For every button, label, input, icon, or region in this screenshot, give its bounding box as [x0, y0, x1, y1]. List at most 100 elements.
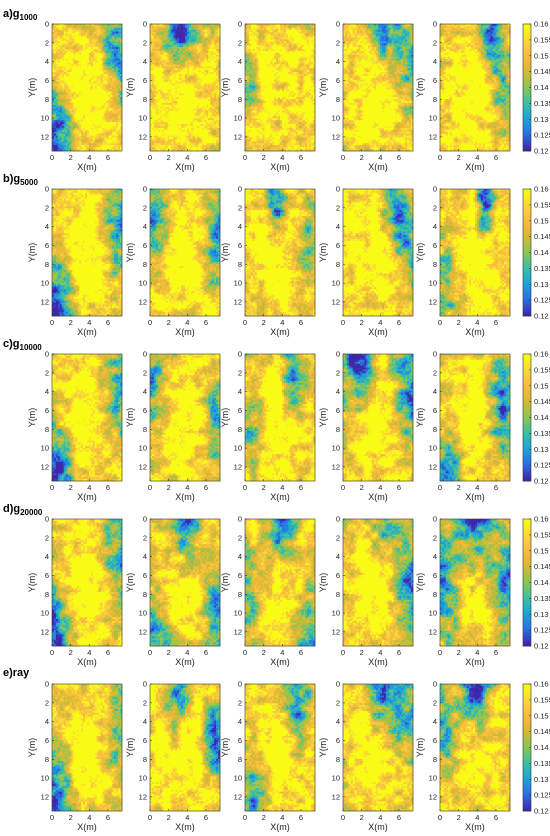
- x-tick-label: 2: [167, 318, 171, 327]
- x-tick-label: 2: [69, 153, 73, 162]
- y-tick-label: 4: [143, 57, 147, 66]
- y-tick-label: 4: [45, 552, 49, 561]
- colorbar-tick-label: 0.125: [534, 461, 550, 470]
- y-axis-label: Y(m): [220, 78, 230, 98]
- y-tick-label: 2: [336, 698, 340, 707]
- y-tick-label: 2: [143, 698, 147, 707]
- y-tick-label: 2: [238, 38, 242, 47]
- colorbar-tick-label: 0.145: [534, 727, 550, 736]
- x-axis-label: X(m): [368, 492, 388, 502]
- y-tick-label: 6: [238, 241, 242, 250]
- x-tick-label: 2: [457, 483, 461, 492]
- x-tick-label: 4: [185, 648, 189, 657]
- y-tick-label: 6: [143, 736, 147, 745]
- x-tick-label: 2: [360, 813, 364, 822]
- y-axis-label: Y(m): [125, 738, 135, 758]
- x-tick-label: 6: [397, 483, 401, 492]
- y-tick-label: 0: [238, 350, 242, 359]
- y-axis-label: Y(m): [415, 243, 425, 263]
- y-tick-label: 4: [238, 717, 242, 726]
- x-tick-label: 2: [262, 813, 266, 822]
- y-tick-label: 2: [45, 38, 49, 47]
- y-tick-label: 6: [238, 571, 242, 580]
- y-tick-label: 6: [238, 736, 242, 745]
- colorbar-tick-label: 0.145: [534, 67, 550, 76]
- x-tick-label: 2: [167, 153, 171, 162]
- y-tick-label: 10: [41, 114, 49, 123]
- colorbar-tick-label: 0.14: [534, 413, 549, 422]
- y-tick-label: 0: [45, 20, 49, 29]
- x-axis-label: X(m): [465, 657, 485, 667]
- y-tick-label: 4: [336, 387, 340, 396]
- y-tick-label: 0: [336, 680, 340, 689]
- x-tick-label: 0: [438, 153, 442, 162]
- y-tick-label: 8: [45, 260, 49, 269]
- y-axis-label: Y(m): [415, 738, 425, 758]
- x-tick-label: 6: [397, 813, 401, 822]
- colorbar-tick-label: 0.15: [534, 546, 549, 555]
- x-tick-label: 6: [494, 648, 498, 657]
- y-tick-label: 6: [143, 571, 147, 580]
- y-tick-label: 0: [433, 515, 437, 524]
- y-tick-label: 4: [433, 57, 437, 66]
- y-tick-label: 0: [433, 350, 437, 359]
- x-tick-label: 0: [50, 813, 54, 822]
- x-tick-label: 6: [204, 483, 208, 492]
- x-tick-label: 0: [438, 648, 442, 657]
- x-axis-label: X(m): [175, 162, 195, 172]
- x-axis-label: X(m): [270, 657, 290, 667]
- y-tick-label: 2: [336, 368, 340, 377]
- y-axis-label: Y(m): [125, 408, 135, 428]
- x-axis-label: X(m): [368, 657, 388, 667]
- y-tick-label: 10: [234, 444, 242, 453]
- y-tick-label: 6: [336, 76, 340, 85]
- y-tick-label: 0: [336, 515, 340, 524]
- x-tick-label: 0: [148, 813, 152, 822]
- y-tick-label: 6: [45, 736, 49, 745]
- y-tick-label: 0: [238, 515, 242, 524]
- x-tick-label: 0: [50, 483, 54, 492]
- x-axis-label: X(m): [465, 492, 485, 502]
- y-tick-label: 10: [139, 114, 147, 123]
- colorbar-tick-label: 0.125: [534, 296, 550, 305]
- colorbar-tick-label: 0.125: [534, 626, 550, 635]
- x-tick-label: 0: [341, 648, 345, 657]
- y-tick-label: 4: [238, 222, 242, 231]
- y-tick-label: 12: [139, 132, 147, 141]
- y-tick-label: 10: [332, 444, 340, 453]
- y-axis-label: Y(m): [125, 78, 135, 98]
- x-tick-label: 2: [69, 483, 73, 492]
- x-tick-label: 4: [475, 648, 479, 657]
- colorbar-tick-label: 0.13: [534, 775, 549, 784]
- y-tick-label: 4: [143, 222, 147, 231]
- y-tick-label: 8: [433, 590, 437, 599]
- x-tick-label: 2: [457, 153, 461, 162]
- y-tick-label: 6: [336, 736, 340, 745]
- y-tick-label: 2: [238, 533, 242, 542]
- colorbar-tick-label: 0.16: [534, 185, 549, 194]
- y-tick-label: 2: [433, 698, 437, 707]
- y-tick-label: 6: [433, 571, 437, 580]
- y-tick-label: 8: [238, 95, 242, 104]
- y-tick-label: 6: [336, 571, 340, 580]
- y-tick-label: 4: [433, 717, 437, 726]
- x-tick-label: 4: [280, 813, 284, 822]
- x-tick-label: 2: [360, 648, 364, 657]
- y-tick-label: 0: [45, 185, 49, 194]
- y-tick-label: 10: [234, 114, 242, 123]
- y-tick-label: 10: [41, 279, 49, 288]
- y-tick-label: 10: [429, 279, 437, 288]
- x-tick-label: 6: [106, 153, 110, 162]
- x-axis-label: X(m): [368, 822, 388, 832]
- y-tick-label: 8: [45, 590, 49, 599]
- y-tick-label: 8: [45, 425, 49, 434]
- y-axis-label: Y(m): [125, 573, 135, 593]
- y-tick-label: 8: [45, 95, 49, 104]
